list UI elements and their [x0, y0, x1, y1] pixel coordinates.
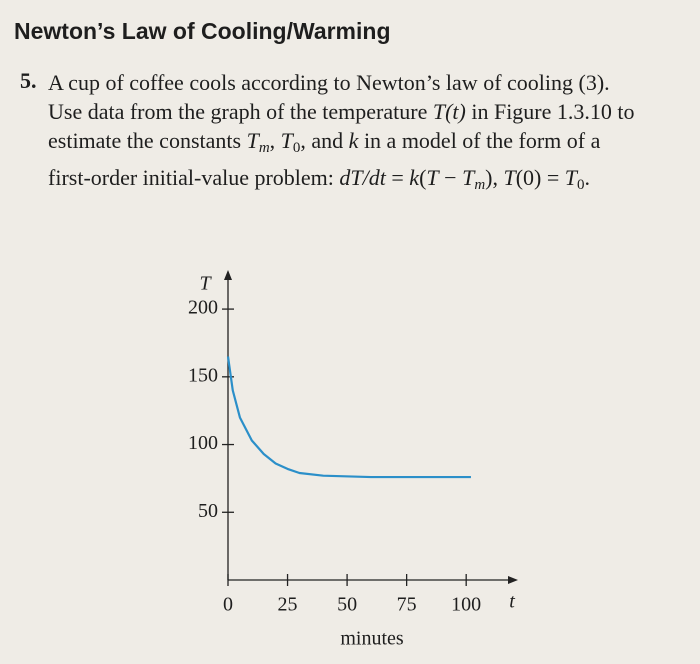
text: dT/dt [339, 165, 386, 190]
text: in Figure 1.3.10 to estimate the constan… [48, 99, 635, 153]
x-tick-label: 0 [223, 594, 233, 616]
text: T [280, 128, 293, 153]
text: , [269, 128, 281, 153]
data-line [226, 356, 471, 479]
text: k [409, 165, 420, 190]
text: , and [300, 128, 349, 153]
text: k [348, 128, 359, 153]
text: T [426, 165, 439, 190]
x-tick-label: 100 [451, 594, 481, 616]
text: m [258, 140, 270, 156]
text: A cup of coffee cools according to Newto… [48, 70, 610, 124]
y-tick-label: 100 [188, 432, 218, 454]
y-tick-label: 50 [198, 500, 218, 522]
axis-arrow [224, 270, 232, 280]
text: = [385, 165, 410, 190]
text: . [584, 165, 591, 190]
axis-arrow [508, 576, 518, 584]
text: m [474, 177, 486, 193]
problem-number: 5. [20, 68, 37, 93]
section-title: Newton’s Law of Cooling/Warming [14, 18, 391, 44]
text: − [438, 165, 463, 190]
text: T [503, 165, 516, 190]
text: T [246, 128, 259, 153]
problem-text: A cup of coffee cools according to Newto… [48, 68, 648, 200]
y-tick-label: 200 [188, 297, 218, 319]
x-tick-label: 50 [337, 594, 357, 616]
text: T(t) [432, 99, 466, 124]
text: ( [419, 165, 427, 190]
text: 0 [577, 177, 585, 193]
y-tick-label: 150 [188, 364, 218, 386]
x-axis-label: t [509, 591, 515, 613]
text: in a model of the form of a first-order … [48, 128, 601, 190]
text: T [564, 165, 578, 190]
text: (0) = [515, 165, 565, 190]
x-tick-label: 75 [397, 594, 417, 616]
y-axis-label: T [199, 273, 212, 295]
text: T [462, 165, 475, 190]
x-axis-title: minutes [340, 628, 404, 650]
text: ), [485, 165, 504, 190]
x-tick-label: 25 [278, 594, 298, 616]
text: 0 [292, 140, 301, 156]
